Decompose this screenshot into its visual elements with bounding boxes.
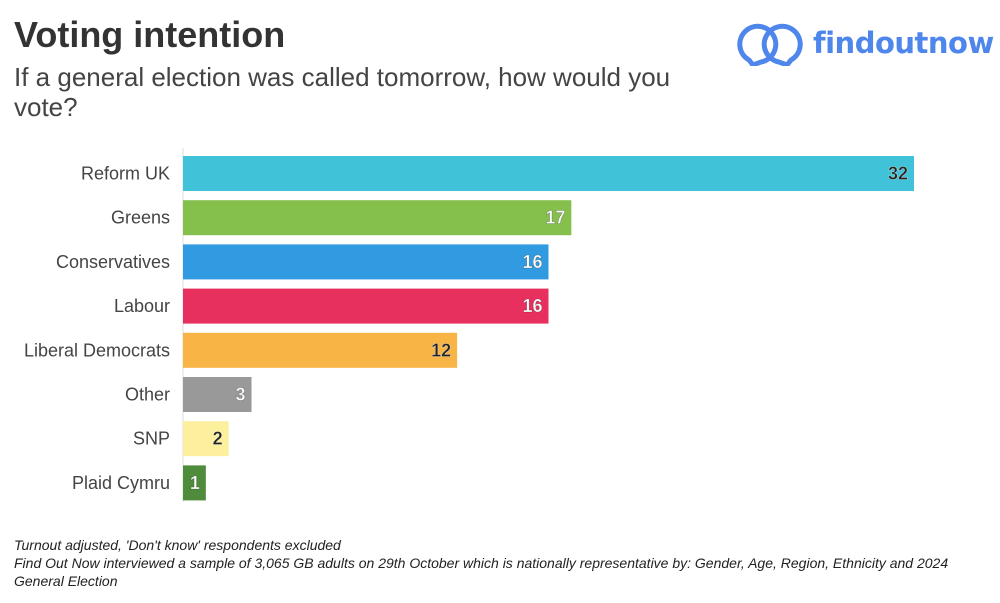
chart-subtitle: If a general election was called tomorro… (14, 62, 671, 122)
data-label: 2 (213, 429, 223, 449)
chart-footer: Turnout adjusted, 'Don't know' responden… (14, 536, 974, 590)
data-label: 16 (522, 252, 542, 272)
category-label: Liberal Democrats (24, 340, 170, 360)
footer-note: Turnout adjusted, 'Don't know' responden… (14, 537, 341, 553)
category-label: Conservatives (56, 252, 170, 272)
category-label: Other (125, 385, 170, 405)
bar (183, 288, 549, 324)
bar (183, 465, 206, 501)
category-label: Reform UK (81, 164, 170, 184)
bar (183, 156, 914, 191)
chart-title: Voting intention (14, 14, 286, 55)
findoutnow-logo: findoutnow (735, 20, 994, 66)
bar (183, 244, 549, 280)
speech-rings-icon (737, 23, 803, 66)
bar (183, 200, 572, 236)
data-label: 12 (431, 340, 451, 360)
bar (183, 377, 252, 412)
data-label: 1 (190, 473, 200, 493)
category-label: Plaid Cymru (72, 473, 170, 493)
category-label: Labour (114, 296, 170, 316)
bar (183, 332, 458, 368)
footer-methodology: Find Out Now interviewed a sample of 3,0… (14, 555, 949, 589)
data-label: 32 (888, 164, 908, 184)
category-label: SNP (133, 429, 170, 449)
data-label: 17 (545, 208, 565, 228)
data-label: 16 (522, 296, 542, 316)
logo-text: findoutnow (813, 26, 994, 60)
data-label: 3 (236, 385, 246, 405)
bar (183, 421, 229, 457)
category-label: Greens (111, 208, 170, 228)
